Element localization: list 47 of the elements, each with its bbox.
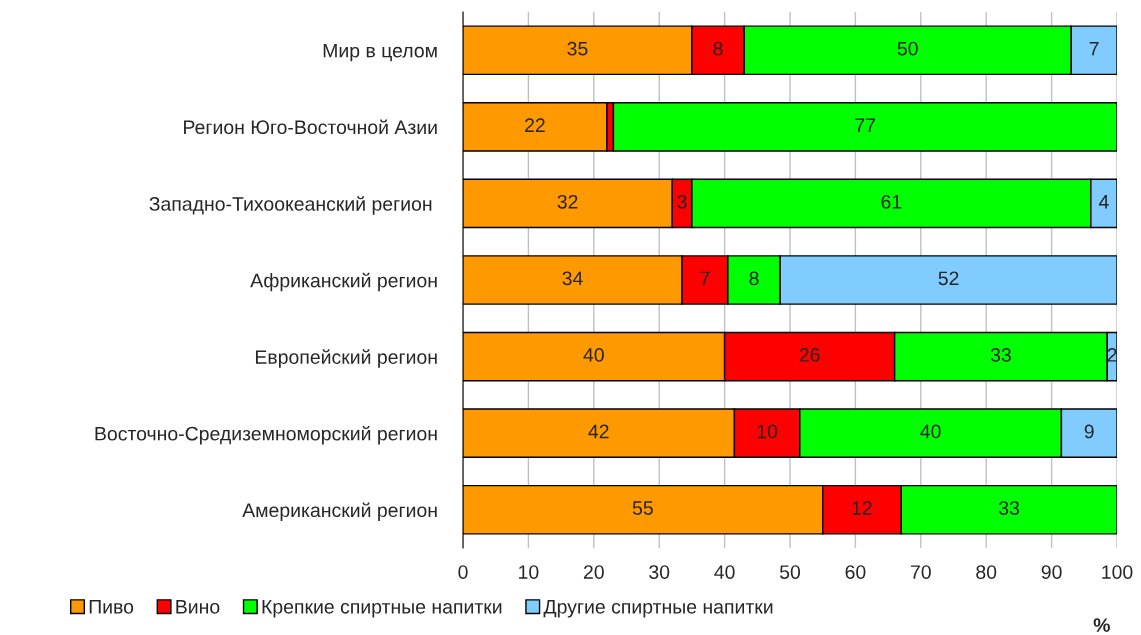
data-label: 40 — [583, 348, 604, 362]
data-label: 12 — [852, 501, 872, 515]
data-label: 52 — [938, 271, 959, 286]
data-label: 4 — [1098, 195, 1109, 209]
x-tick-label: 60 — [845, 565, 866, 579]
y-tick-label: Регион Юго-Восточной Азии — [184, 119, 437, 135]
legend-label: Другие спиртные напитки — [543, 600, 773, 618]
data-label: 42 — [588, 424, 609, 439]
data-label: 50 — [897, 41, 918, 56]
data-label: 40 — [920, 424, 941, 439]
y-tick-label: Восточно-Средиземноморский регион — [95, 425, 437, 445]
data-label: 3 — [677, 194, 687, 209]
data-label: 32 — [557, 194, 578, 209]
x-tick-label: 40 — [714, 565, 735, 579]
data-label: 77 — [855, 118, 876, 132]
legend-label: Пиво — [89, 600, 134, 614]
data-label: 33 — [990, 348, 1011, 362]
x-tick-label: 80 — [976, 565, 997, 579]
data-label: 55 — [632, 501, 653, 515]
legend-label: Вино — [176, 600, 220, 614]
data-label: 7 — [700, 271, 710, 286]
data-label: 7 — [1089, 41, 1099, 56]
data-label: 8 — [749, 271, 759, 286]
y-tick-label: Западно-Тихоокеанский регион — [149, 196, 432, 215]
y-tick-label: Европейский регион — [255, 349, 437, 368]
legend-label: Крепкие спиртные напитки — [262, 600, 502, 618]
data-label: 8 — [713, 41, 723, 56]
x-tick-label: 50 — [779, 565, 801, 579]
x-tick-label: 0 — [458, 565, 468, 579]
data-label: 61 — [881, 194, 902, 209]
data-label: 9 — [1084, 424, 1094, 439]
y-tick-label: Американский регион — [242, 502, 437, 521]
x-axis-title: % — [1093, 618, 1110, 632]
x-tick-label: 70 — [910, 565, 931, 579]
x-tick-label: 10 — [519, 565, 539, 579]
data-label: 10 — [757, 424, 778, 439]
x-tick-label: 100 — [1102, 565, 1133, 579]
data-label: 35 — [567, 41, 588, 56]
x-tick-label: 30 — [649, 565, 670, 579]
data-label: 34 — [562, 271, 583, 286]
data-label: 22 — [525, 118, 545, 132]
data-label: 26 — [799, 348, 820, 362]
x-tick-label: 20 — [583, 565, 604, 579]
y-tick-label: Мир в целом — [323, 43, 437, 62]
data-label: 33 — [999, 501, 1020, 515]
y-tick-label: Африканский регион — [250, 272, 437, 292]
x-tick-label: 90 — [1041, 565, 1062, 579]
